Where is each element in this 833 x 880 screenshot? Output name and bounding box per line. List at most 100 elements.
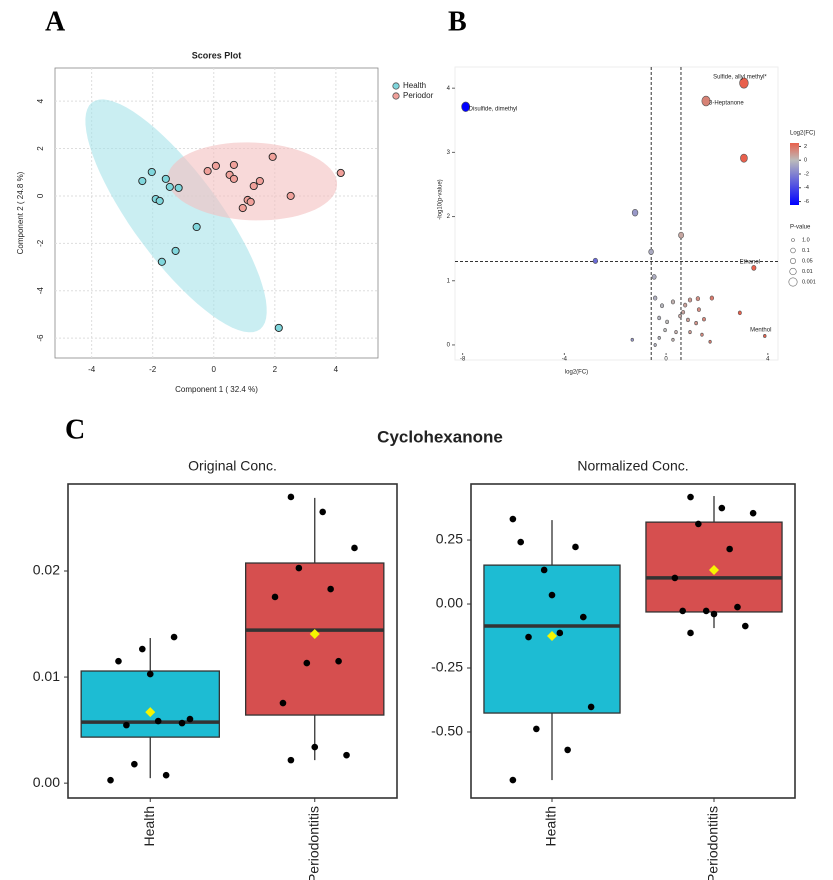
point: [751, 265, 757, 271]
point: [681, 309, 686, 315]
point: [679, 607, 687, 615]
chart-title: Normalized Conc.: [577, 458, 688, 474]
point: [123, 721, 130, 729]
point: [587, 703, 595, 711]
point: [665, 319, 669, 324]
point: [155, 196, 164, 205]
point: [268, 152, 277, 161]
colorbar-tick-label: 2: [804, 144, 807, 150]
y-tick-label: 0.00: [33, 774, 60, 790]
box: [80, 670, 220, 738]
point-label: Sulfide, allyl methyl*: [713, 75, 767, 81]
point: [517, 538, 525, 546]
y-tick-label: 0.01: [33, 668, 60, 684]
x-axis-label: log2(FC): [565, 370, 588, 376]
x-tick-label: Health: [141, 806, 157, 846]
y-tick-label: -2: [36, 239, 45, 247]
point: [695, 520, 702, 528]
point: [343, 751, 350, 759]
size-legend-label: 0.05: [802, 258, 813, 264]
point: [311, 743, 319, 751]
point: [631, 209, 639, 217]
point: [700, 332, 704, 337]
point: [271, 593, 279, 601]
y-tick-label: -4: [36, 287, 45, 295]
plot-frame: [67, 483, 398, 799]
confidence-ellipse: [167, 142, 337, 221]
point-label: 3-Heptanone: [709, 101, 744, 107]
colorbar-tick-label: -2: [804, 171, 809, 177]
size-legend-marker: [790, 247, 796, 254]
x-tick-label: 0: [212, 365, 217, 374]
size-legend-label: 1.0: [802, 237, 810, 243]
panel-label: B: [448, 6, 467, 37]
legend-label: Periodor: [403, 91, 434, 100]
y-tick-label: -6: [36, 334, 45, 342]
point: [246, 197, 255, 206]
point: [739, 77, 749, 89]
point: [740, 153, 748, 163]
size-legend-marker: [790, 258, 796, 264]
size-legend-marker: [789, 267, 797, 276]
point: [708, 339, 712, 344]
y-tick-label: -0.50: [431, 723, 463, 739]
y-tick-label: -0.25: [431, 659, 463, 675]
x-axis-label: Component 1 ( 32.4 %): [175, 385, 258, 394]
y-tick-label: 2: [36, 146, 45, 151]
colorbar-tick-label: -6: [804, 199, 809, 205]
mean-marker: [709, 564, 719, 575]
point: [461, 101, 471, 112]
colorbar-tick-label: -4: [804, 185, 809, 191]
x-tick-label: -8: [460, 357, 466, 363]
point: [657, 315, 662, 321]
box: [245, 562, 385, 716]
point: [327, 585, 334, 593]
y-tick-label: 0.02: [33, 562, 60, 578]
point: [131, 760, 138, 768]
point: [147, 167, 156, 177]
point: [351, 544, 358, 552]
x-tick-label: -2: [149, 365, 157, 374]
point: [659, 303, 665, 309]
y-tick-label: 0: [447, 343, 451, 349]
point: [154, 717, 162, 725]
point: [678, 231, 684, 239]
point: [688, 330, 692, 335]
y-tick-label: 0: [36, 193, 45, 198]
colorbar-title: Log2(FC): [790, 131, 815, 137]
x-tick-label: -4: [562, 357, 568, 363]
colorbar: [790, 143, 799, 205]
point-label: Disulfide, dimethyl: [469, 106, 518, 112]
point: [178, 719, 186, 727]
point: [741, 622, 749, 630]
point: [540, 566, 548, 574]
point: [286, 191, 295, 200]
y-axis-label: Component 2 ( 24.8 %): [16, 171, 25, 254]
point: [249, 181, 258, 191]
point: [509, 515, 517, 523]
point: [161, 174, 170, 183]
point: [279, 699, 287, 707]
point: [303, 659, 311, 667]
point: [710, 610, 718, 618]
point: [229, 174, 238, 183]
point: [630, 337, 634, 342]
point: [336, 168, 345, 178]
y-tick-label: 0.25: [436, 531, 463, 547]
point: [763, 334, 767, 338]
point: [648, 248, 654, 255]
size-legend-label: 0.01: [802, 269, 813, 275]
point: [718, 504, 726, 512]
point: [696, 307, 701, 312]
point: [592, 257, 598, 264]
y-tick-label: 3: [447, 150, 451, 156]
size-legend-label: 0.001: [802, 279, 816, 285]
point-label: Menthol: [750, 328, 771, 334]
point: [255, 176, 264, 186]
group-title: Cyclohexanone: [377, 427, 503, 446]
panel-label: C: [65, 414, 85, 445]
point: [702, 607, 710, 615]
plot-area: [454, 66, 779, 361]
point: [211, 161, 220, 170]
